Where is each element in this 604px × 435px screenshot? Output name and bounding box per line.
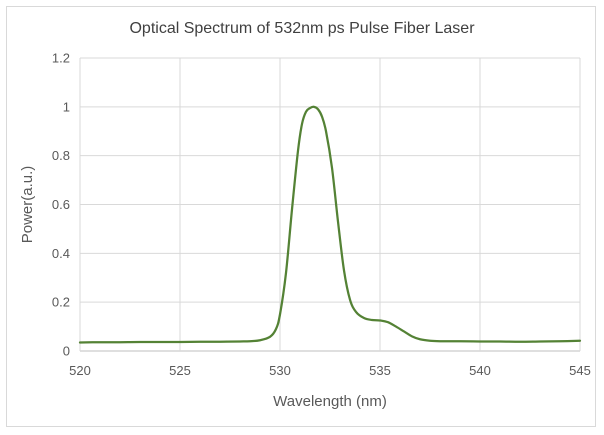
x-tick-label: 525: [169, 363, 191, 378]
chart-title: Optical Spectrum of 532nm ps Pulse Fiber…: [129, 20, 475, 37]
x-tick-label: 535: [369, 363, 391, 378]
y-tick-label: 0.6: [52, 197, 70, 212]
y-tick-label: 0.4: [52, 246, 70, 261]
x-tick-label: 520: [69, 363, 91, 378]
x-tick-labels: 520 525 530 535 540 545: [69, 363, 591, 378]
x-axis-label: Wavelength (nm): [273, 393, 387, 410]
y-tick-label: 0: [63, 344, 70, 359]
y-tick-label: 0.2: [52, 295, 70, 310]
gridlines: [79, 57, 581, 352]
y-tick-label: 1: [63, 99, 70, 114]
x-tick-label: 530: [269, 363, 291, 378]
x-tick-label: 545: [569, 363, 591, 378]
chart-frame: [6, 6, 596, 427]
y-axis-label: Power(a.u.): [19, 166, 36, 244]
y-tick-label: 0.8: [52, 148, 70, 163]
y-tick-label: 1.2: [52, 51, 70, 66]
y-tick-labels: 0 0.2 0.4 0.6 0.8 1 1.2: [52, 51, 70, 359]
x-tick-label: 540: [469, 363, 491, 378]
series-line: [78, 105, 582, 344]
